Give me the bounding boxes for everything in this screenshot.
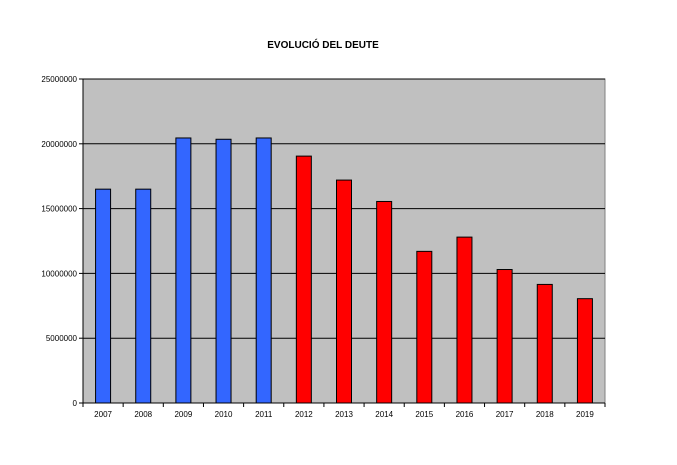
x-tick-label: 2015	[415, 410, 433, 419]
bar-2008	[135, 188, 152, 404]
y-tick-label: 20000000	[41, 140, 77, 149]
x-axis-ticks: 2007 2008 2009 2010 2011 2012 2013 2014 2015 2016…	[82, 403, 606, 419]
x-tick-label: 2009	[174, 410, 192, 419]
x-tick-label: 2016	[456, 410, 474, 419]
y-tick-label: 25000000	[41, 75, 77, 84]
x-tick-label: 2014	[375, 410, 393, 419]
bar-2015	[416, 250, 433, 404]
bar-2010	[215, 138, 232, 404]
x-tick-label: 2011	[255, 410, 273, 419]
x-tick-label: 2008	[134, 410, 152, 419]
y-axis-ticks: 0 5000000 10000000 15000000 20000000 25000000	[41, 75, 83, 408]
bar-2016	[456, 236, 473, 404]
y-tick-label: 15000000	[41, 205, 77, 214]
x-tick-label: 2010	[215, 410, 233, 419]
y-tick-label: 0	[73, 399, 78, 408]
bar-2019	[576, 298, 593, 404]
x-tick-label: 2012	[295, 410, 313, 419]
x-tick-label: 2018	[536, 410, 554, 419]
bar-2007	[95, 188, 112, 404]
x-tick-label: 2019	[576, 410, 594, 419]
bar-2013	[336, 179, 352, 404]
bar-2017	[496, 269, 513, 404]
bar-2018	[536, 283, 553, 404]
bar-2011	[255, 137, 272, 404]
bar-2009	[175, 137, 192, 404]
x-tick-label: 2017	[496, 410, 514, 419]
x-tick-label: 2013	[335, 410, 353, 419]
x-tick-label: 2007	[94, 410, 112, 419]
y-tick-label: 10000000	[41, 269, 77, 278]
chart-title: EVOLUCIÓ DEL DEUTE	[267, 40, 379, 51]
bar-2012	[295, 155, 312, 404]
y-tick-label: 5000000	[46, 334, 78, 343]
bar-2014	[376, 200, 393, 404]
